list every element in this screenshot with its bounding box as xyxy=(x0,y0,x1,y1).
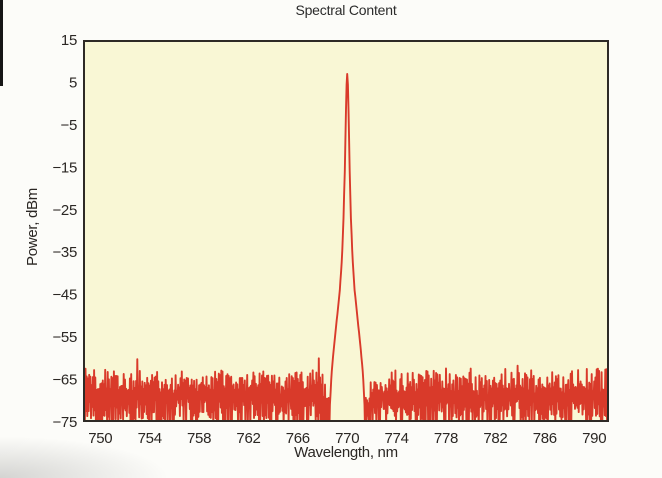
x-tick-label: 774 xyxy=(385,430,409,447)
y-axis-label: Power, dBm xyxy=(24,188,41,266)
x-tick-label: 758 xyxy=(187,430,211,447)
x-tick-label: 766 xyxy=(286,430,310,447)
y-tick-label: −45 xyxy=(52,287,77,304)
y-tick-label: 5 xyxy=(69,74,77,91)
x-tick-label: 754 xyxy=(138,430,162,447)
scan-artifact-smudge xyxy=(0,436,170,478)
spectrum-trace xyxy=(83,73,609,422)
x-tick-label: 750 xyxy=(88,430,112,447)
y-tick-label: −25 xyxy=(52,202,77,219)
x-tick-label: 778 xyxy=(434,430,458,447)
x-tick-label: 762 xyxy=(236,430,260,447)
x-tick-label: 786 xyxy=(533,430,557,447)
y-tick-label: −65 xyxy=(52,372,77,389)
y-tick-label: 15 xyxy=(61,32,77,49)
scan-artifact-left-edge xyxy=(0,0,3,86)
x-tick-label: 770 xyxy=(335,430,359,447)
x-axis-label: Wavelength, nm xyxy=(294,444,398,461)
y-tick-label: −5 xyxy=(60,117,77,134)
chart-title: Spectral Content xyxy=(295,2,397,18)
y-tick-label: −15 xyxy=(52,159,77,176)
y-tick-label: −35 xyxy=(52,244,77,261)
y-tick-label: −75 xyxy=(52,414,77,431)
y-tick-label: −55 xyxy=(52,329,77,346)
x-tick-label: 782 xyxy=(483,430,507,447)
plot-border xyxy=(83,40,609,422)
x-tick-label: 790 xyxy=(582,430,606,447)
